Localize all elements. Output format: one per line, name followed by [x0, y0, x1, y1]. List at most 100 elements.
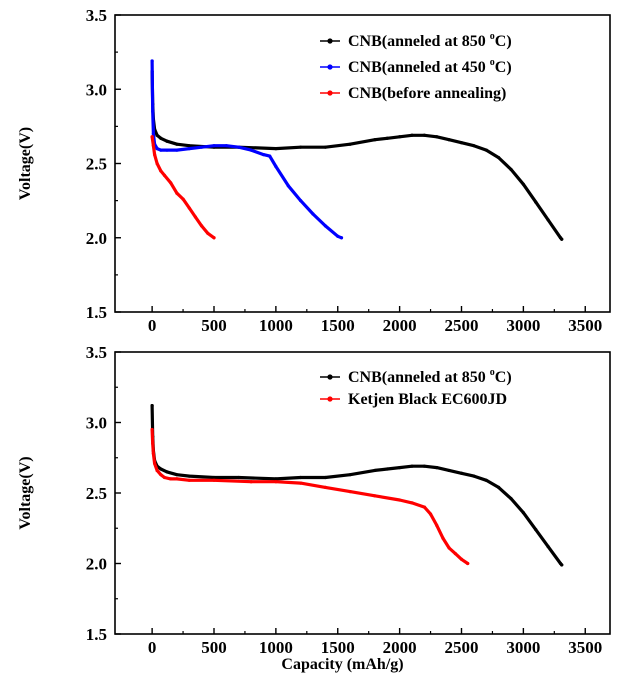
chart-panel-1: 0 500 1000 1500 2000 2500 3000 3500 1.5 2.0 2.5 3.0…: [17, 6, 611, 335]
x-tick-label: 2000: [383, 638, 417, 657]
data-point: [175, 473, 179, 477]
data-point: [175, 191, 179, 195]
data-point: [175, 142, 179, 146]
data-point: [237, 145, 241, 149]
data-point: [497, 485, 501, 489]
data-point: [162, 475, 167, 480]
data-point: [521, 182, 525, 186]
x-tick-label: 0: [148, 316, 157, 335]
data-point: [274, 147, 278, 151]
data-point: [466, 561, 470, 566]
y-tick-label: 3.0: [86, 80, 107, 99]
data-point: [151, 451, 155, 456]
data-point: [459, 557, 464, 561]
data-point: [212, 478, 216, 482]
legend-entry: CNB(anneled at 850 oC): [320, 367, 512, 386]
data-point: [249, 480, 253, 484]
data-point: [509, 497, 513, 501]
data-point: [206, 231, 210, 235]
series-2: [150, 427, 470, 566]
data-point: [299, 199, 303, 203]
data-point: [175, 477, 179, 481]
data-point: [274, 477, 278, 481]
y-tick-label: 2.0: [86, 229, 107, 248]
data-point: [212, 475, 216, 480]
data-point: [261, 152, 266, 157]
data-point: [200, 145, 204, 149]
legend-entry: CNB(before annealing): [320, 85, 506, 102]
data-point: [472, 474, 476, 478]
data-point: [323, 145, 327, 149]
legend-label: CNB(before annealing): [348, 85, 506, 102]
data-point: [237, 475, 241, 480]
y-tick-label: 2.5: [86, 155, 107, 174]
series-line: [150, 427, 470, 566]
x-tick-label: 3000: [506, 316, 540, 335]
data-point: [200, 224, 204, 228]
data-point: [422, 505, 426, 509]
legend: CNB(anneled at 850 oC) CNB(anneled at 450…: [320, 31, 512, 102]
data-point: [398, 498, 402, 502]
y-tick-label: 1.5: [86, 303, 107, 322]
data-point: [435, 135, 439, 139]
legend-marker: [327, 374, 333, 380]
series-line: [150, 59, 344, 240]
data-point: [187, 144, 191, 148]
series-1: [150, 69, 564, 241]
data-point: [151, 442, 155, 446]
data-point: [560, 563, 564, 567]
x-tick-label: 3500: [568, 638, 602, 657]
data-point: [165, 148, 169, 152]
data-point: [560, 237, 564, 241]
data-point: [534, 528, 538, 532]
x-tick-label: 2000: [383, 316, 417, 335]
data-point: [435, 523, 439, 528]
y-tick-label: 2.5: [86, 484, 107, 503]
y-axis-title: Voltage(V): [17, 127, 34, 200]
data-point: [150, 427, 154, 432]
data-point: [422, 464, 426, 468]
legend-entry: Ketjen Black EC600JD: [320, 391, 507, 408]
data-point: [159, 169, 163, 173]
data-point: [348, 473, 352, 477]
data-point: [299, 481, 303, 485]
x-tick-label: 1000: [259, 638, 293, 657]
series-line: [150, 135, 216, 240]
data-point: [459, 141, 464, 145]
data-point: [175, 148, 179, 152]
data-point: [422, 133, 426, 137]
data-point: [546, 544, 550, 549]
chart-panel-2: 0 500 1000 1500 2000 2500 3000 3500 1.5 2.0 2.5 3.0…: [17, 343, 611, 673]
data-point: [162, 173, 167, 177]
data-point: [311, 212, 315, 216]
data-point: [187, 206, 191, 210]
data-point: [165, 139, 169, 143]
data-point: [155, 147, 159, 151]
data-point: [150, 59, 154, 63]
data-point: [187, 474, 191, 478]
data-point: [169, 477, 173, 481]
data-point: [453, 552, 457, 556]
data-point: [155, 468, 159, 473]
data-point: [169, 181, 173, 185]
data-point: [299, 475, 303, 480]
data-point: [155, 161, 159, 166]
data-point: [410, 501, 414, 505]
data-point: [150, 403, 154, 408]
data-point: [151, 144, 155, 148]
data-point: [447, 468, 451, 473]
legend: CNB(anneled at 850 oC) Ketjen Black EC600…: [320, 367, 512, 408]
data-point: [151, 132, 155, 136]
series-line: [150, 404, 564, 567]
legend-marker: [327, 38, 333, 44]
data-point: [212, 144, 216, 148]
x-axis-title: Capacity (mAh/g): [281, 656, 403, 673]
data-point: [509, 167, 513, 172]
data-point: [153, 152, 157, 157]
x-tick-label: 1500: [321, 638, 355, 657]
data-point: [274, 480, 278, 484]
data-point: [472, 144, 476, 148]
data-point: [373, 494, 377, 498]
legend-label: CNB(anneled at 450 oC): [348, 57, 512, 76]
